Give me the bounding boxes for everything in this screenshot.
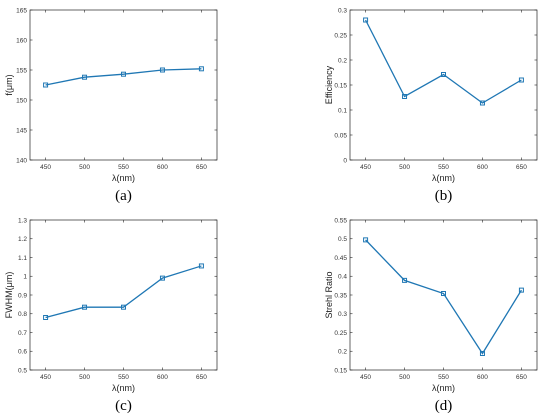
x-tick-label: 500 [79,164,90,171]
y-tick-label: 0.7 [18,330,27,337]
x-tick-label: 500 [399,374,410,381]
y-tick-label: 0 [343,157,347,164]
plot-frame [29,219,218,371]
data-point-marker [479,100,485,106]
data-point-marker [479,351,485,356]
data-point-marker [518,77,524,83]
plot-frame [349,9,538,161]
plot-frame [29,9,218,161]
x-tick-label: 550 [438,374,449,381]
data-point-marker [82,304,88,310]
panel-caption: (d) [435,398,453,414]
data-point-marker [121,304,126,310]
y-tick-label: 0.25 [334,330,347,337]
y-axis-label: FWHM(μm) [4,272,14,319]
series-line [45,68,202,86]
y-tick-label: 0.3 [338,311,347,318]
data-point-marker [402,277,408,283]
x-tick-label: 500 [399,164,410,171]
panel-caption: (a) [115,188,132,204]
x-tick-label: 600 [477,164,488,171]
panel-caption: (b) [435,188,453,204]
chart-panel-2: 450 500 550 600 650 0 0.05 0.1 0.15 0.2 0.25 0.3 λ(n… [324,7,538,204]
y-tick-label: 0.05 [334,132,347,139]
data-point-marker [159,67,165,73]
data-point-marker [441,72,446,77]
y-tick-label: 0.25 [334,32,347,39]
data-point-marker [402,94,408,99]
y-tick-label: 0.5 [18,367,27,374]
x-tick-label: 450 [40,374,51,381]
y-axis-label: Strehl Ratio [324,271,334,318]
x-tick-label: 600 [157,374,168,381]
x-tick-label: 600 [157,164,168,171]
data-point-marker [121,71,126,77]
x-tick-label: 600 [477,374,488,381]
data-point-marker [159,275,165,281]
series-line [365,239,522,355]
x-axis-label: λ(nm) [112,173,135,183]
y-axis-label: f(μm) [4,74,14,95]
y-tick-label: 150 [16,97,27,104]
data-point-marker [43,82,49,88]
y-tick-label: 145 [16,127,27,134]
x-tick-label: 450 [360,374,371,381]
y-tick-label: 0.15 [334,82,347,89]
y-tick-label: 1.3 [18,217,27,224]
y-tick-label: 140 [16,157,27,164]
series-line [365,19,522,104]
data-point-marker [363,17,369,23]
y-tick-label: 0.1 [338,107,347,114]
data-point-marker [363,237,369,243]
y-tick-label: 0.2 [338,349,347,356]
data-point-marker [43,315,49,320]
y-tick-label: 0.55 [334,217,347,224]
y-tick-label: 1 [23,274,27,281]
x-tick-label: 650 [516,374,527,381]
panel-caption: (c) [115,398,132,414]
data-point-marker [198,66,204,72]
y-tick-label: 0.2 [338,57,347,64]
y-tick-label: 1.1 [18,255,27,262]
x-axis-label: λ(nm) [432,173,455,183]
x-tick-label: 650 [196,164,207,171]
x-tick-label: 650 [516,164,527,171]
y-tick-label: 0.5 [338,236,347,243]
x-tick-label: 550 [118,164,129,171]
y-tick-label: 0.35 [334,292,347,299]
y-tick-label: 155 [16,67,27,74]
y-tick-label: 0.8 [18,311,27,318]
x-tick-label: 450 [40,164,51,171]
x-tick-label: 550 [438,164,449,171]
y-tick-label: 0.4 [338,274,347,281]
data-point-marker [198,263,204,269]
series-line [45,265,202,319]
y-axis-label: Efficiency [324,65,334,104]
data-point-marker [82,74,88,80]
chart-panel-3: 450 500 550 600 650 0.5 0.6 0.7 0.8 0.9 1 1.1 1.2 1.3… [4,217,218,414]
y-tick-label: 0.15 [334,367,347,374]
y-tick-label: 165 [16,7,27,14]
chart-panel-4: 450 500 550 600 650 0.15 0.2 0.25 0.3 0.35 0.4 0.45… [324,217,538,414]
x-tick-label: 500 [79,374,90,381]
x-tick-label: 650 [196,374,207,381]
x-tick-label: 450 [360,164,371,171]
x-tick-label: 550 [118,374,129,381]
chart-panel-1: 450 500 550 600 650 140 145 150 155 160 165 λ(nm) f(… [4,7,218,204]
y-tick-label: 0.3 [338,7,347,14]
x-axis-label: λ(nm) [112,383,135,393]
data-point-marker [518,287,524,293]
y-tick-label: 0.6 [18,349,27,356]
y-tick-label: 160 [16,37,27,44]
x-axis-label: λ(nm) [432,383,455,393]
data-point-marker [441,291,446,296]
y-tick-label: 0.45 [334,255,347,262]
y-tick-label: 0.9 [18,292,27,299]
y-tick-label: 1.2 [18,236,27,243]
